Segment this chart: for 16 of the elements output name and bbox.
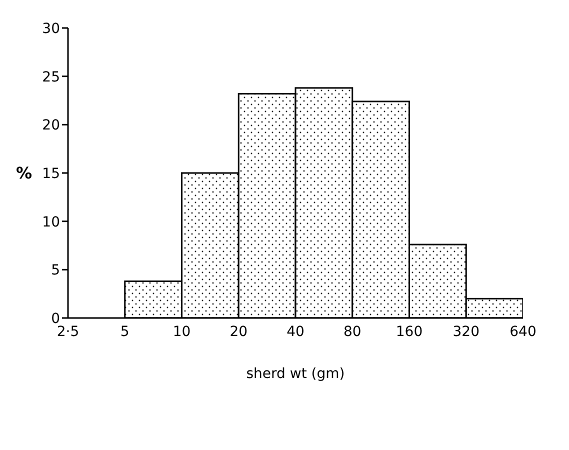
x-tick-label: 320 bbox=[452, 324, 480, 340]
y-tick-label: 15 bbox=[42, 166, 60, 182]
y-tick-label: 20 bbox=[42, 118, 60, 134]
x-tick-label: 80 bbox=[343, 324, 362, 340]
y-tick-label: 5 bbox=[51, 262, 60, 279]
x-tick-label: 160 bbox=[396, 324, 423, 340]
x-tick-label: 10 bbox=[172, 324, 191, 340]
y-tick-label: 25 bbox=[42, 69, 60, 86]
x-tick-label: 640 bbox=[510, 324, 536, 340]
x-tick-label: 40 bbox=[286, 324, 304, 340]
x-axis-title: sherd wt (gm) bbox=[246, 366, 345, 382]
y-tick-label: 10 bbox=[42, 214, 60, 230]
y-tick-label: 30 bbox=[42, 20, 60, 37]
x-tick-label: 20 bbox=[230, 324, 248, 340]
y-axis-title: % bbox=[16, 164, 32, 183]
x-tick-label: 5 bbox=[120, 324, 130, 340]
